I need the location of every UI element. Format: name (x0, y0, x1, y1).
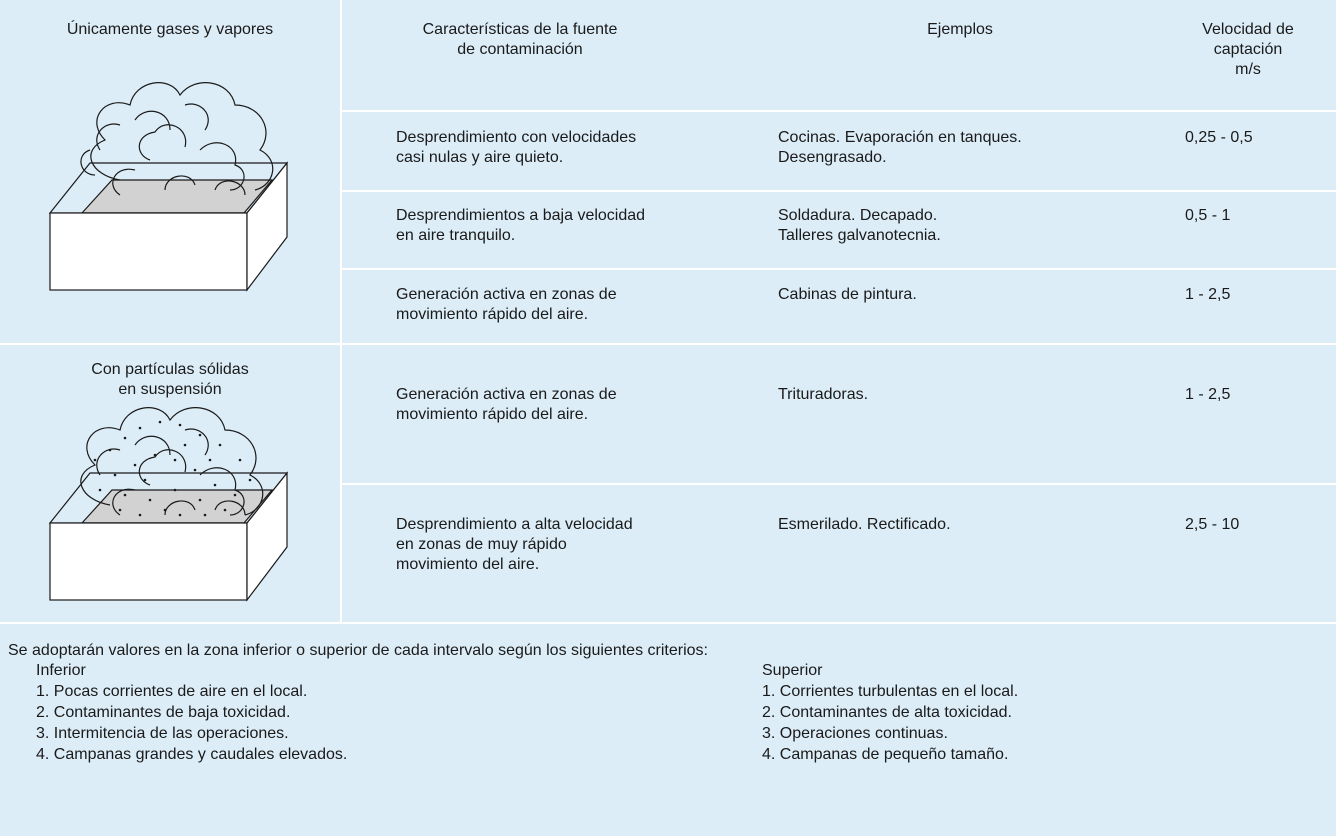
characteristics: Desprendimiento a alta velocidad en zona… (396, 516, 633, 573)
row-divider (340, 110, 1336, 112)
criteria-item: 3. Intermitencia de las operaciones. (36, 725, 289, 742)
row-divider (0, 343, 1336, 345)
header-cell: Ejemplos (927, 21, 993, 38)
header-cell: Velocidad de captación m/s (1202, 21, 1294, 78)
tank-gas (48, 82, 289, 292)
criteria-item: 2. Contaminantes de alta toxicidad. (762, 704, 1012, 721)
examples: Cabinas de pintura. (778, 286, 917, 303)
criteria-item: 2. Contaminantes de baja toxicidad. (36, 704, 291, 721)
characteristics: Desprendimientos a baja velocidad en air… (396, 207, 646, 244)
group-label: Únicamente gases y vapores (66, 21, 274, 38)
criteria-title: Inferior (36, 662, 86, 679)
criteria-item: 4. Campanas de pequeño tamaño. (762, 746, 1009, 763)
tank-particles (48, 407, 289, 602)
row-divider (340, 268, 1336, 270)
criteria-item: 4. Campanas grandes y caudales elevados. (36, 746, 348, 763)
characteristics: Generación activa en zonas de movimiento… (396, 386, 617, 423)
col-divider (340, 0, 342, 622)
velocity: 0,25 - 0,5 (1185, 129, 1253, 146)
velocity: 0,5 - 1 (1185, 207, 1231, 224)
characteristics: Desprendimiento con velocidades casi nul… (396, 129, 637, 166)
group-label: Con partículas sólidas en suspensión (91, 361, 249, 398)
velocity: 1 - 2,5 (1185, 386, 1231, 403)
criteria-item: 1. Corrientes turbulentas en el local. (762, 683, 1019, 700)
examples: Cocinas. Evaporación en tanques. Desengr… (778, 129, 1022, 166)
velocity: 1 - 2,5 (1185, 286, 1231, 303)
characteristics: Generación activa en zonas de movimiento… (396, 286, 617, 323)
examples: Trituradoras. (778, 386, 869, 403)
velocity: 2,5 - 10 (1185, 516, 1240, 533)
examples: Soldadura. Decapado. Talleres galvanotec… (778, 207, 941, 244)
examples: Esmerilado. Rectificado. (778, 516, 951, 533)
illustrations (48, 82, 289, 602)
criteria-title: Superior (762, 662, 823, 679)
row-divider (340, 483, 1336, 485)
row-divider (340, 190, 1336, 192)
criteria-item: 3. Operaciones continuas. (762, 725, 948, 742)
row-divider (0, 622, 1336, 624)
header-cell: Características de la fuente de contamin… (422, 21, 618, 58)
footer-intro: Se adoptarán valores en la zona inferior… (8, 642, 708, 659)
criteria-item: 1. Pocas corrientes de aire en el local. (36, 683, 308, 700)
